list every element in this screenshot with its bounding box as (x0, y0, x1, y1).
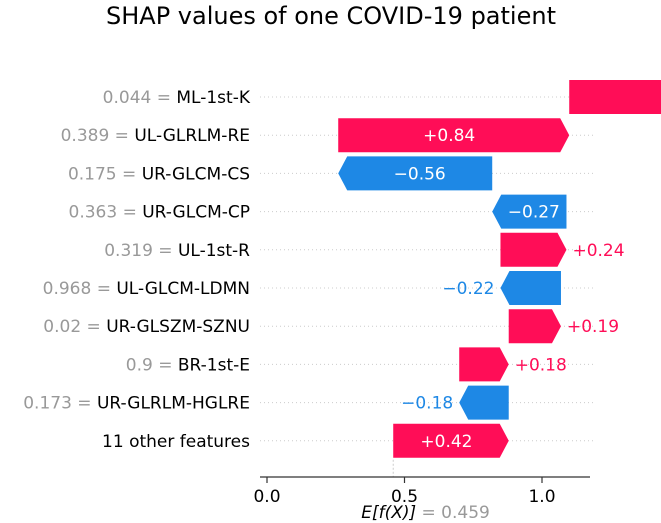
feature-label: 0.044 = ML-1st-K (103, 88, 251, 108)
shap-value-label: −0.27 (508, 203, 560, 223)
shap-value-label: −0.56 (394, 164, 446, 184)
shap-bar-ur-glcm-cs (338, 156, 493, 191)
feature-name: UR-GLCM-CP (142, 203, 250, 223)
x-tick-label: 0.0 (253, 487, 280, 507)
feature-name: UR-GLSZM-SZNU (106, 317, 250, 337)
feature-label: 0.389 = UL-GLRLM-RE (61, 126, 250, 146)
shap-bar-ur-glszm-sznu (508, 309, 561, 344)
base-value-name: E[f(X)] (361, 503, 416, 523)
feature-label: 0.02 = UR-GLSZM-SZNU (43, 317, 250, 337)
feature-label: 0.175 = UR-GLCM-CS (68, 164, 250, 184)
shap-value-label: +0.19 (567, 317, 619, 337)
shap-bar-ml-1st-k (569, 80, 661, 114)
feature-value: 0.173 = (23, 394, 97, 414)
base-value-label: E[f(X)] = 0.459 (361, 503, 490, 523)
feature-value: 0.968 = (43, 279, 117, 299)
feature-value: 0.9 = (126, 355, 178, 375)
feature-name: UR-GLRLM-HGLRE (97, 394, 250, 414)
shap-value-label: +0.42 (420, 432, 472, 452)
shap-bar-br-1st-e (459, 347, 509, 382)
feature-value: 0.044 = (103, 88, 177, 108)
chart-title: SHAP values of one COVID-19 patient (106, 2, 556, 30)
feature-label: 11 other features (102, 432, 250, 452)
feature-name: ML-1st-K (176, 88, 250, 108)
shap-value-label: −0.18 (401, 394, 453, 414)
shap-bar-ur-glcm-cp (492, 194, 567, 229)
feature-label: 0.9 = BR-1st-E (126, 355, 250, 375)
feature-value: 0.175 = (68, 164, 142, 184)
shap-bar-ul-1st-r (500, 232, 567, 267)
x-tick-label: 0.5 (391, 487, 418, 507)
feature-name: UL-1st-R (178, 241, 250, 261)
feature-value: 0.319 = (104, 241, 178, 261)
shap-value-label: −0.22 (442, 279, 494, 299)
feature-value: 0.02 = (43, 317, 106, 337)
feature-name: UL-GLCM-LDMN (116, 279, 250, 299)
shap-bar-ur-glrlm-hglre (459, 385, 509, 420)
feature-label: 0.968 = UL-GLCM-LDMN (43, 279, 250, 299)
shap-value-label: +0.24 (572, 241, 624, 261)
feature-label: 0.319 = UL-1st-R (104, 241, 250, 261)
feature-value: 0.389 = (61, 126, 135, 146)
shap-value-label: +0.18 (515, 355, 567, 375)
feature-name: UR-GLCM-CS (142, 164, 250, 184)
feature-value: 0.363 = (69, 203, 143, 223)
shap-bar-11-other-features (393, 423, 509, 458)
feature-name: 11 other features (102, 432, 250, 452)
feature-name: UL-GLRLM-RE (134, 126, 250, 146)
shap-value-label: +0.84 (423, 126, 475, 146)
shap-bar-ul-glcm-ldmn (500, 271, 561, 305)
feature-label: 0.173 = UR-GLRLM-HGLRE (23, 394, 250, 414)
x-tick-label: 1.0 (528, 487, 555, 507)
shap-bar-ul-glrlm-re (338, 118, 570, 153)
feature-name: BR-1st-E (178, 355, 250, 375)
feature-label: 0.363 = UR-GLCM-CP (69, 203, 251, 223)
base-value-number: = 0.459 (416, 503, 490, 523)
